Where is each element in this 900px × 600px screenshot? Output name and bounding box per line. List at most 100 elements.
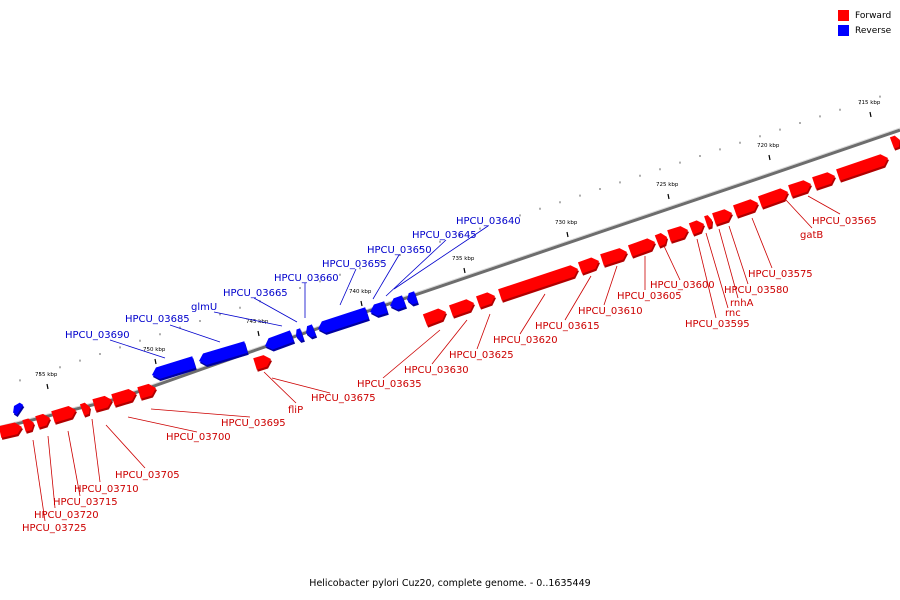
major-tick xyxy=(566,231,569,238)
leader-line xyxy=(718,228,739,299)
forward-gene xyxy=(600,248,627,266)
forward-gene xyxy=(35,413,50,428)
gene-label: HPCU_03650 xyxy=(367,245,432,256)
major-tick xyxy=(869,111,872,118)
forward-gene xyxy=(889,135,900,149)
leader-line xyxy=(169,324,221,343)
forward-gene xyxy=(757,188,788,208)
gene-label: rnc xyxy=(725,308,741,319)
forward-gene xyxy=(51,406,76,423)
leader-line xyxy=(105,424,146,469)
leader-line xyxy=(431,319,468,365)
leader-line xyxy=(751,217,773,269)
forward-gene xyxy=(137,383,156,399)
forward-gene xyxy=(688,220,704,235)
reverse-gene xyxy=(318,307,369,333)
gene-label: HPCU_03720 xyxy=(34,510,99,521)
label-leader-lines xyxy=(32,195,841,522)
legend-forward-label: Forward xyxy=(855,10,892,21)
scale-label: 745 kbp xyxy=(246,319,269,325)
gene-label: HPCU_03595 xyxy=(685,319,750,330)
scale-label: 740 kbp xyxy=(349,289,372,295)
reverse-swatch xyxy=(838,25,849,36)
reverse-gene xyxy=(407,291,418,305)
gene-label: HPCU_03675 xyxy=(311,393,376,404)
forward-gene xyxy=(253,355,271,370)
leader-line xyxy=(67,430,81,497)
forward-swatch xyxy=(838,10,849,21)
reverse-gene xyxy=(13,402,24,415)
gene-label: HPCU_03625 xyxy=(449,350,514,361)
major-tick xyxy=(360,300,363,307)
leader-line xyxy=(603,265,618,306)
leader-line xyxy=(213,311,283,327)
forward-gene xyxy=(79,402,90,416)
leader-line xyxy=(705,232,729,309)
leader-line xyxy=(47,435,56,509)
leader-line xyxy=(564,275,592,321)
legend-item-reverse: Reverse xyxy=(838,23,891,38)
reverse-gene xyxy=(296,328,304,341)
forward-gene xyxy=(111,389,136,406)
legend-reverse-label: Reverse xyxy=(855,25,892,36)
scale-label: 715 kbp xyxy=(858,100,881,106)
major-tick xyxy=(768,154,771,161)
reverse-gene xyxy=(306,324,317,338)
gene-label: HPCU_03640 xyxy=(456,216,521,227)
gene-label: fliP xyxy=(288,405,303,416)
forward-gene xyxy=(498,265,578,301)
gene-label: HPCU_03715 xyxy=(53,497,118,508)
leader-line xyxy=(785,199,813,229)
leader-line xyxy=(91,418,101,483)
reverse-gene xyxy=(390,295,407,310)
forward-gene xyxy=(812,172,835,189)
scale-label: 750 kbp xyxy=(143,347,166,353)
leader-line xyxy=(519,293,546,335)
gene-label: HPCU_03580 xyxy=(724,285,789,296)
gene-label: glmU xyxy=(191,302,217,313)
forward-gene xyxy=(422,308,446,326)
scale-label: 725 kbp xyxy=(656,182,679,188)
scale-label: 720 kbp xyxy=(757,143,780,149)
gene-label: HPCU_03600 xyxy=(650,280,715,291)
gene-label: HPCU_03705 xyxy=(115,470,180,481)
leader-line xyxy=(807,195,841,215)
leader-line xyxy=(393,225,489,290)
gene-label: HPCU_03700 xyxy=(166,432,231,443)
gene-label: HPCU_03655 xyxy=(322,259,387,270)
leader-line xyxy=(696,238,717,319)
leader-line xyxy=(253,297,298,323)
gene-label: HPCU_03725 xyxy=(22,523,87,534)
forward-gene xyxy=(476,292,495,308)
gene-label: HPCU_03610 xyxy=(578,306,643,317)
leader-line xyxy=(263,371,297,404)
gene-label: HPCU_03685 xyxy=(125,314,190,325)
reverse-gene xyxy=(370,301,388,316)
leader-line xyxy=(271,377,331,394)
legend: Forward Reverse xyxy=(838,8,891,38)
major-tick xyxy=(46,383,49,390)
forward-gene xyxy=(712,209,732,225)
leader-line xyxy=(150,408,251,418)
gene-label: HPCU_03575 xyxy=(748,269,813,280)
scale-ticks: 715 kbp 720 kbp 725 kbp 730 kbp 735 kbp 740 k… xyxy=(19,95,881,390)
major-tick xyxy=(667,193,670,200)
gene-label: gatB xyxy=(800,230,823,241)
reverse-gene xyxy=(265,330,295,350)
gene-label: rnhA xyxy=(730,298,754,309)
major-tick xyxy=(463,267,466,274)
leader-line xyxy=(382,329,441,379)
gene-label: HPCU_03695 xyxy=(221,418,286,429)
gene-features xyxy=(0,135,900,440)
reverse-gene xyxy=(152,356,196,379)
forward-gene xyxy=(836,154,888,181)
leader-line xyxy=(476,313,491,350)
forward-gene xyxy=(577,257,599,274)
gene-label: HPCU_03635 xyxy=(357,379,422,390)
gene-label: HPCU_03645 xyxy=(412,230,477,241)
gene-label: HPCU_03615 xyxy=(535,321,600,332)
reverse-gene xyxy=(199,341,248,366)
gene-label: HPCU_03690 xyxy=(65,330,130,341)
leader-line xyxy=(372,254,400,300)
